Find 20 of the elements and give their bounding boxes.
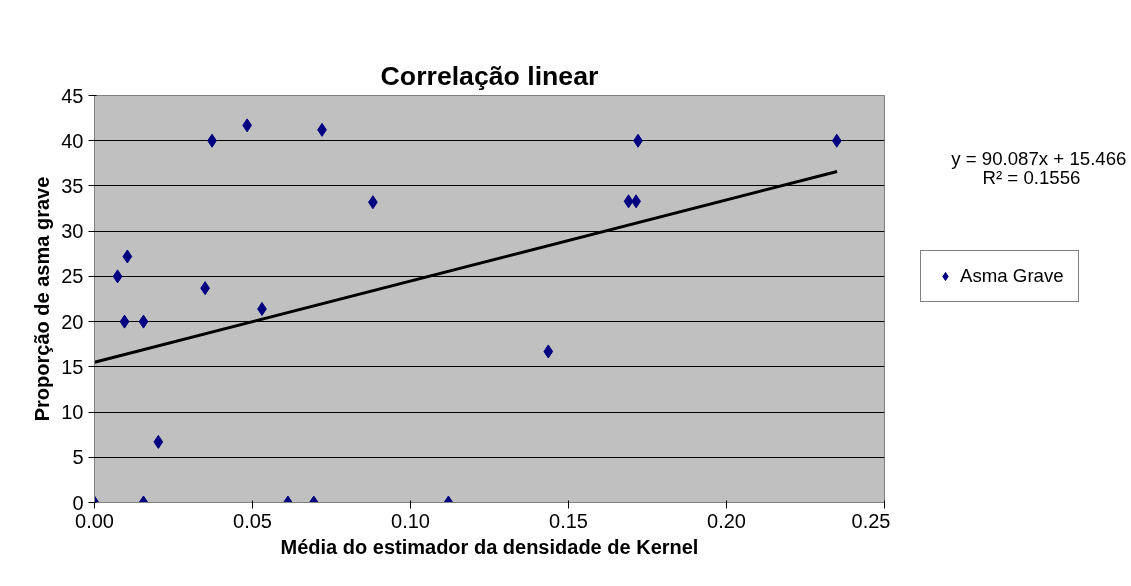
y-tick-label: 20: [61, 310, 84, 333]
y-tick-label: 40: [61, 129, 84, 152]
y-tick-label: 15: [61, 355, 84, 378]
y-tick-label: 35: [61, 174, 84, 197]
text: R² = 0.1556: [982, 167, 1081, 189]
x-tick-label: 0.25: [851, 509, 891, 532]
y-tick-label: 30: [61, 220, 84, 243]
legend-label: Asma Grave: [960, 265, 1064, 287]
x-tick-label: 0.15: [549, 509, 588, 532]
text: y = 90.087x + 15.466: [951, 148, 1127, 170]
y-tick-label: 10: [61, 401, 84, 424]
chart-title: Correlação linear: [380, 60, 599, 91]
y-tick-label: 25: [61, 265, 84, 288]
y-tick-label: 5: [72, 446, 84, 469]
y-tick-label: 45: [61, 84, 84, 107]
y-axis-title: Proporção de asma grave: [31, 176, 54, 422]
x-tick-label: 0.10: [391, 509, 430, 532]
x-tick-label: 0.20: [707, 509, 746, 532]
x-axis-title: Média do estimador da densidade de Kernel: [280, 535, 699, 558]
x-tick-label: 0.05: [233, 509, 272, 532]
